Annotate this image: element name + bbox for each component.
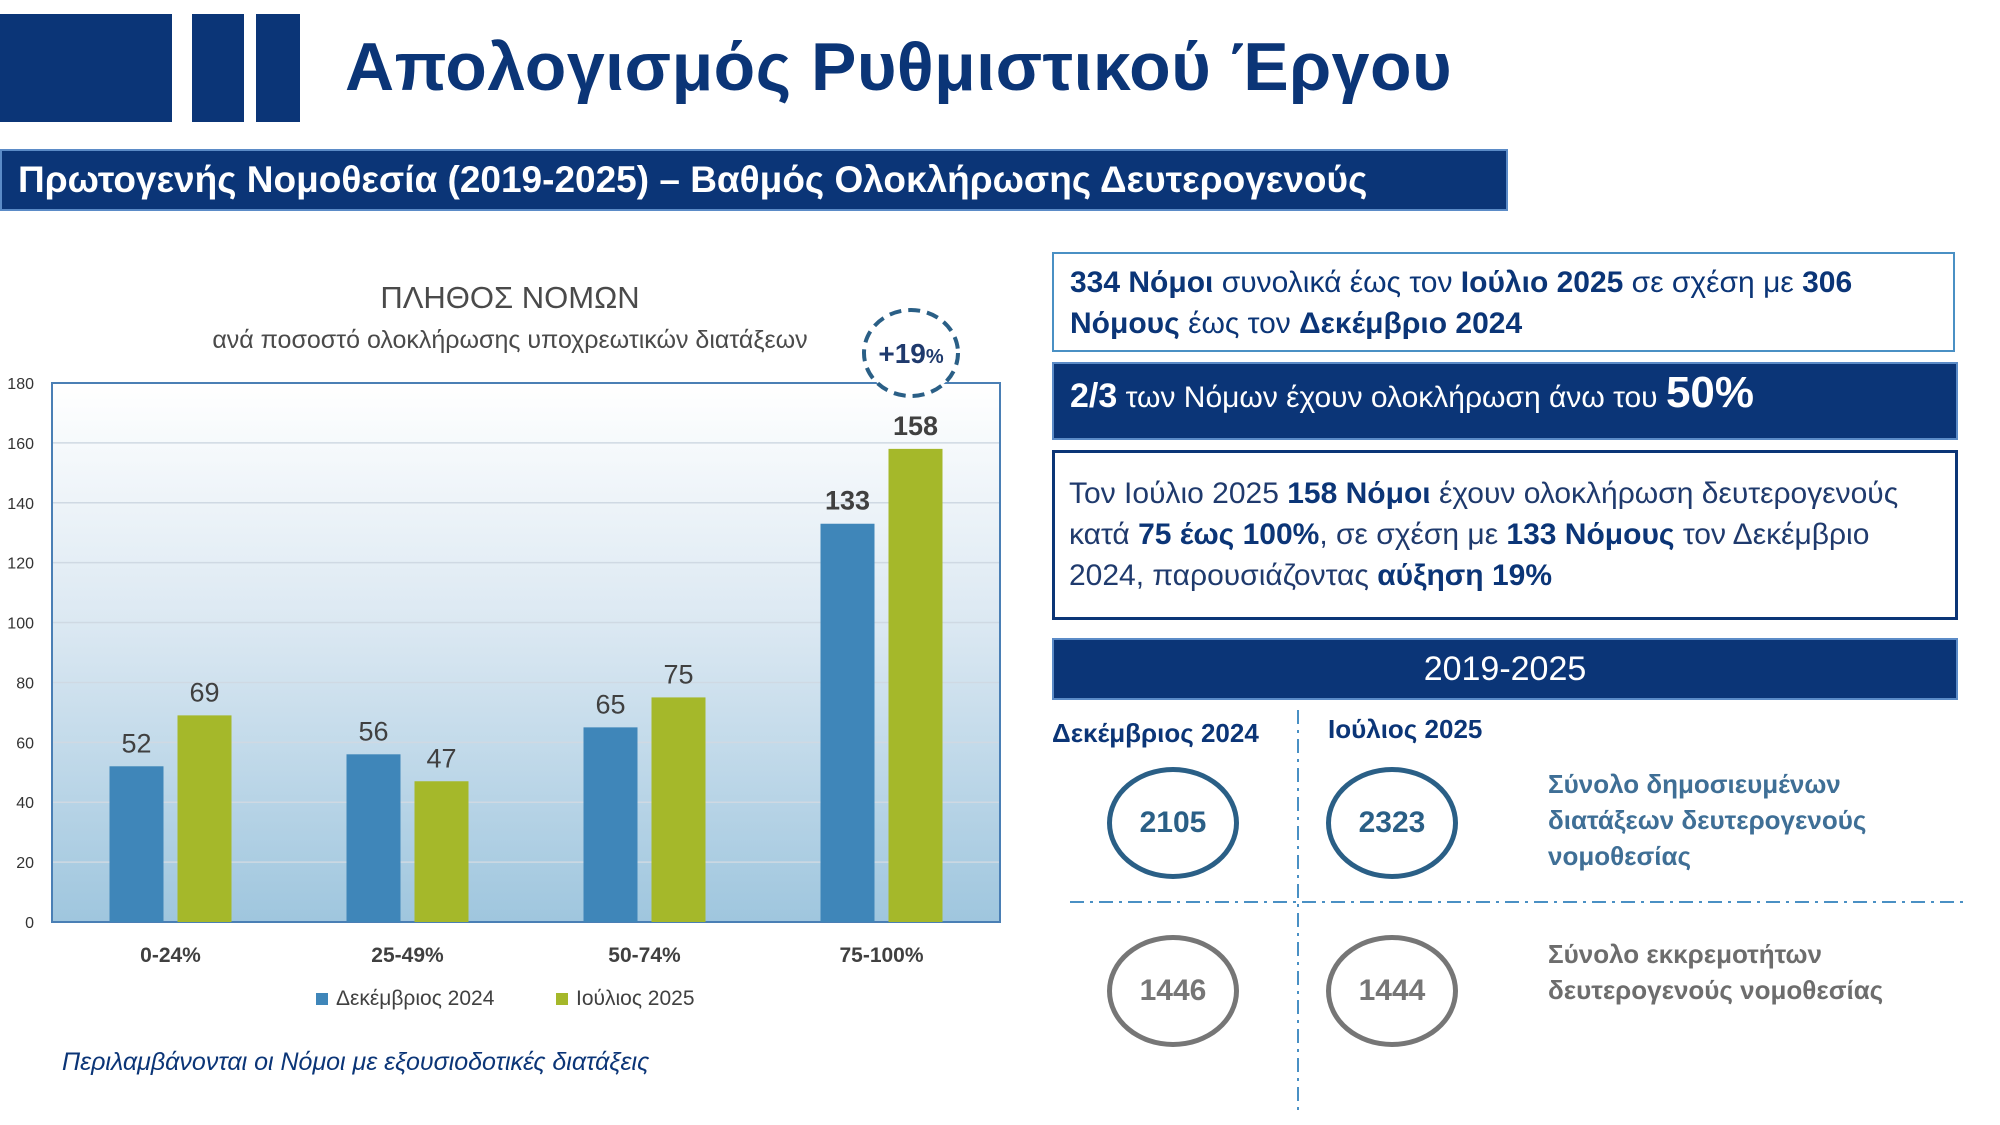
pending-july-circle: 1444 xyxy=(1326,935,1458,1047)
published-label: Σύνολο δημοσιευμένων διατάξεων δευτερογε… xyxy=(1548,769,1867,871)
annotation-circle xyxy=(862,308,960,398)
footnote: Περιλαμβάνονται οι Νόμοι με εξουσιοδοτικ… xyxy=(62,1048,650,1076)
info2-part-c: 50% xyxy=(1665,368,1755,417)
info3-part-c: έχουν ολοκλήρωση δευτερογενούς κατά xyxy=(1069,477,1899,551)
y-tick-label-6: 120 xyxy=(7,556,34,573)
info1-part-c: Ιούλιο 2025 xyxy=(1460,266,1624,299)
x-tick-label-3: 75-100% xyxy=(839,944,923,967)
y-tick-label-3: 60 xyxy=(16,735,34,752)
info1-part-b: συνολικά έως τον xyxy=(1213,266,1461,299)
page-title: Απολογισμός Ρυθμιστικού Έργου xyxy=(345,29,1453,105)
annotation-label: +19% xyxy=(878,338,944,369)
info3-part-d: 75 έως 100% xyxy=(1138,518,1320,551)
y-tick-label-9: 180 xyxy=(7,376,34,393)
bar-0-0 xyxy=(109,766,164,922)
header-block-left xyxy=(0,14,172,122)
info3-part-b: 158 Νόμοι xyxy=(1287,477,1431,510)
info3-part-g: τον Δεκέμβριο 2024, παρουσιάζοντας xyxy=(1069,518,1870,592)
y-tick-label-7: 140 xyxy=(7,496,34,513)
bar-1-3 xyxy=(888,448,943,922)
period-bar: 2019-2025 xyxy=(1052,638,1958,700)
info1-part-f: έως τον xyxy=(1179,307,1300,340)
info2-part-b: των Νόμων έχουν ολοκλήρωση άνω του xyxy=(1117,381,1666,414)
x-tick-label-0: 0-24% xyxy=(140,944,201,967)
column-header-july: Ιούλιος 2025 xyxy=(1328,714,1483,744)
summary-dividers xyxy=(1070,710,1966,1115)
y-tick-label-1: 20 xyxy=(16,855,34,872)
chart-title: ΠΛΗΘΟΣ ΝΟΜΩΝ xyxy=(380,280,639,315)
data-label-0-0: 52 xyxy=(121,728,151,758)
bar-0-2 xyxy=(583,727,638,922)
data-label-1-1: 47 xyxy=(426,743,456,773)
published-december-circle: 2105 xyxy=(1107,767,1239,879)
data-label-1-3: 158 xyxy=(893,411,938,441)
data-label-1-2: 75 xyxy=(663,659,693,689)
info-july-completion: Τον Ιούλιο 2025 158 Νόμοι έχουν ολοκλήρω… xyxy=(1052,450,1958,620)
legend-label-1: Ιούλιος 2025 xyxy=(576,987,695,1010)
header-block-mid xyxy=(192,14,244,122)
bar-1-1 xyxy=(414,781,469,922)
data-label-1-0: 69 xyxy=(189,677,219,707)
x-tick-label-1: 25-49% xyxy=(371,944,444,967)
pending-december-circle: 1446 xyxy=(1107,935,1239,1047)
bar-1-2 xyxy=(651,697,706,922)
info-two-thirds: 2/3 των Νόμων έχουν ολοκλήρωση άνω του 5… xyxy=(1052,362,1958,440)
y-tick-label-2: 40 xyxy=(16,795,34,812)
subtitle-bar: Πρωτογενής Νομοθεσία (2019-2025) – Βαθμό… xyxy=(0,149,1508,211)
info3-part-a: Τον Ιούλιο 2025 xyxy=(1069,477,1288,510)
info3-part-f: 133 Νόμους xyxy=(1506,518,1675,551)
annotation-value: +19 xyxy=(878,338,926,369)
chart-subtitle: ανά ποσοστό ολοκλήρωσης υποχρεωτικών δια… xyxy=(212,326,807,354)
pending-label: Σύνολο εκκρεμοτήτων δευτερογενούς νομοθε… xyxy=(1548,939,1884,1005)
plot-border xyxy=(51,382,1001,923)
y-tick-label-4: 80 xyxy=(16,675,34,692)
legend-label-0: Δεκέμβριος 2024 xyxy=(336,987,495,1010)
info3-part-e: , σε σχέση με xyxy=(1319,518,1507,551)
data-label-0-1: 56 xyxy=(358,716,388,746)
bar-chart: 0 20 40 60 80 100 120 140 160 180 ΠΛΗΘΟΣ ΝΟΜΩΝ ανά … xyxy=(7,280,1001,1010)
period-label: 2019-2025 xyxy=(1423,650,1587,688)
bar-0-3 xyxy=(820,523,875,922)
y-tick-label-0: 0 xyxy=(25,915,34,932)
data-label-0-2: 65 xyxy=(595,689,625,719)
info1-part-a: 334 Νόμοι xyxy=(1070,266,1214,299)
legend-swatch-0 xyxy=(316,993,328,1005)
info1-part-g: Δεκέμβριο 2024 xyxy=(1299,307,1523,340)
header-block-right xyxy=(256,14,300,122)
legend-swatch-1 xyxy=(556,993,568,1005)
page-subtitle: Πρωτογενής Νομοθεσία (2019-2025) – Βαθμό… xyxy=(18,159,1368,200)
annotation-unit: % xyxy=(926,346,944,368)
x-tick-label-2: 50-74% xyxy=(608,944,681,967)
bar-1-0 xyxy=(177,715,232,922)
info1-part-e: 306 Νόμους xyxy=(1070,266,1853,340)
info1-part-d: σε σχέση με xyxy=(1623,266,1803,299)
bar-0-1 xyxy=(346,754,401,922)
info3-part-h: αύξηση 19% xyxy=(1377,559,1553,592)
published-july-circle: 2323 xyxy=(1326,767,1458,879)
y-tick-label-5: 100 xyxy=(7,616,34,633)
info-total-laws: 334 Νόμοι συνολικά έως τον Ιούλιο 2025 σ… xyxy=(1052,252,1955,352)
data-label-0-3: 133 xyxy=(825,486,870,516)
y-tick-label-8: 160 xyxy=(7,436,34,453)
column-header-december: Δεκέμβριος 2024 xyxy=(1052,718,1259,748)
info2-part-a: 2/3 xyxy=(1070,377,1118,415)
